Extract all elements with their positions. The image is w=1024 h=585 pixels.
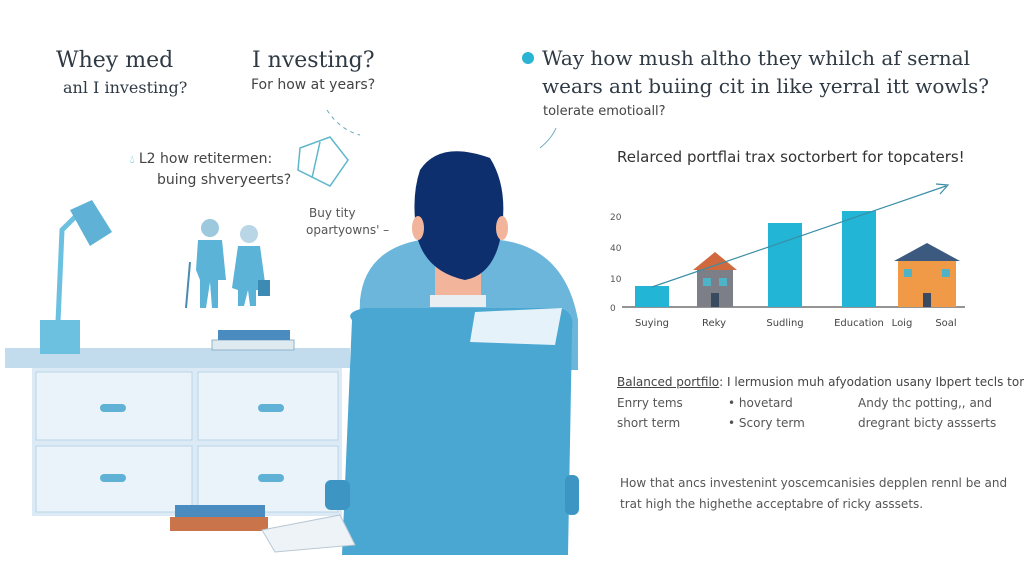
house-icon-window (703, 278, 711, 286)
notes-col1-row1: Enrry tems (617, 396, 683, 410)
floor-books (170, 505, 356, 553)
lamp (40, 200, 112, 354)
notes-col1-row2: short term (617, 416, 681, 430)
notes-col2-row2: • Scory term (728, 416, 805, 430)
bar-sudling (768, 223, 802, 307)
notes-col3-row1: Andy thc potting,, and (858, 396, 993, 410)
house-icon-window (904, 269, 912, 277)
question-1-title: Whey med (56, 48, 174, 73)
notes-heading-rest: : I lermusion muh afyodation usany Ibper… (719, 375, 1024, 389)
chair (325, 308, 579, 555)
desk (5, 348, 350, 516)
house-icon-roof (693, 252, 737, 270)
question-3-line1: L2 how retitermen: (138, 151, 273, 167)
x-tick-label: Education (834, 318, 884, 329)
house-icon-roof (894, 243, 960, 261)
right-question-sub: tolerate emotioall? (543, 104, 666, 119)
x-tick-label: Suying (635, 318, 669, 329)
question-2-title: I nvesting? (252, 48, 375, 73)
x-tick-label: Reky (702, 318, 726, 329)
notes-col3-row2: dregrant bicty assserts (858, 416, 997, 430)
question-1-subtitle: anl I investing? (63, 78, 188, 97)
question-3-line2: buing shveryeerts? (157, 172, 292, 188)
notes-col2-row1: • hovetard (728, 396, 793, 410)
question-4-line1: Buy tity (309, 206, 356, 220)
trend-line (651, 185, 947, 288)
x-tick-label: Sudling (766, 318, 803, 329)
drop-icon: 💧︎ (130, 153, 135, 166)
house-icon-window (719, 278, 727, 286)
x-tick-label: Soal (935, 318, 956, 329)
bar-education (842, 211, 876, 307)
house-icon-door (923, 293, 931, 307)
question-2-subtitle: For how at years? (251, 77, 376, 93)
notes-footer-line1: How that ancs investenint yoscemcanisies… (620, 476, 1008, 490)
notes-footer-line2: trat high the highethe acceptabre of ric… (620, 497, 924, 511)
house-icon-door (711, 293, 719, 307)
house-icon-window (942, 269, 950, 277)
x-tick-label: Loig (892, 318, 913, 329)
y-tick-label: 0 (610, 304, 616, 314)
y-tick-label: 40 (610, 244, 622, 254)
elderly-couple (185, 219, 270, 309)
y-tick-label: 20 (610, 213, 622, 223)
bar-suying (635, 286, 669, 307)
bullet-dot-icon (522, 52, 534, 64)
right-question-line1: Way how mush altho they whilch af sernal (542, 46, 970, 70)
right-question-line2: wears ant buiing cit in like yerral itt … (542, 74, 989, 98)
books (211, 330, 295, 351)
trend-arrow-icon (935, 183, 950, 195)
notes-heading: Balanced portfilo (617, 375, 720, 389)
chart-title: Relarced portflai trax soctorbert for to… (617, 148, 965, 166)
y-tick-label: 10 (610, 275, 622, 285)
document-icon (297, 136, 349, 187)
dashed-curve (326, 109, 361, 136)
question-4-line2: opartyowns' – (306, 223, 390, 237)
pointer-curve (539, 127, 557, 149)
